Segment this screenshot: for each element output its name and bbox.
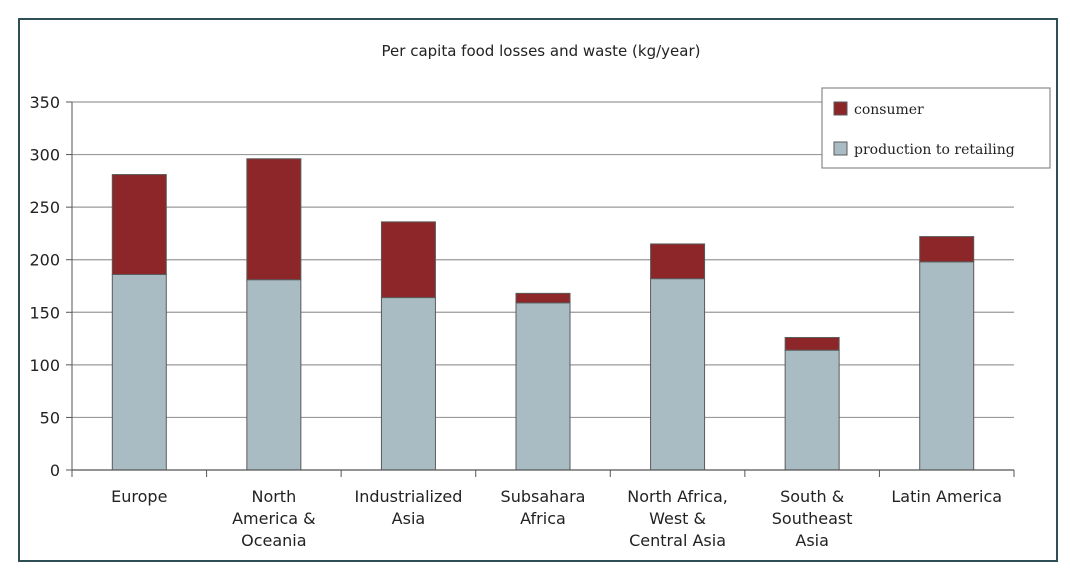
bar-segment-consumer	[246, 158, 302, 281]
chart-frame: Per capita food losses and waste (kg/yea…	[18, 18, 1058, 562]
x-category-label: South & Southeast Asia	[772, 487, 853, 550]
bar-segment-production-to-retailing	[650, 278, 706, 471]
y-tick-label: 150	[29, 303, 60, 322]
legend-box	[821, 87, 1051, 169]
x-category-label: Latin America	[891, 487, 1002, 506]
bar-segment-consumer	[380, 221, 436, 299]
y-tick-label: 100	[29, 356, 60, 375]
bar-segment-production-to-retailing	[919, 261, 975, 471]
x-axis: Europe North America & Oceania Industrialize…	[71, 469, 1015, 550]
y-tick-label: 200	[29, 251, 60, 270]
y-tick-label: 300	[29, 146, 60, 165]
bars	[111, 158, 975, 471]
bar-segment-production-to-retailing	[380, 297, 436, 471]
stacked-bar-chart: Per capita food losses and waste (kg/yea…	[29, 42, 1051, 550]
legend: consumer production to retailing	[821, 87, 1051, 169]
bar-segment-consumer	[919, 236, 975, 263]
legend-label: consumer	[854, 102, 924, 118]
legend-swatch	[833, 101, 848, 116]
y-tick-label: 350	[29, 93, 60, 112]
bar-segment-consumer	[111, 174, 167, 275]
x-category-label: North America & Oceania	[232, 487, 316, 550]
y-tick-label: 50	[40, 408, 60, 427]
bar-segment-consumer	[515, 292, 571, 304]
bar-segment-production-to-retailing	[246, 279, 302, 471]
y-tick-label: 0	[50, 461, 60, 480]
bar-segment-consumer	[784, 337, 840, 351]
legend-swatch	[833, 141, 848, 156]
y-axis-ticks: 0 50 100 150 200 250 300 350	[29, 93, 73, 480]
legend-label: production to retailing	[854, 142, 1015, 158]
x-category-label: Industrialized Asia	[354, 487, 462, 528]
bar-segment-production-to-retailing	[784, 349, 840, 471]
y-tick-label: 250	[29, 198, 60, 217]
x-category-label: Subsahara Africa	[501, 487, 586, 528]
chart-title: Per capita food losses and waste (kg/yea…	[382, 42, 701, 60]
bar-segment-consumer	[650, 243, 706, 280]
bar-segment-production-to-retailing	[515, 302, 571, 471]
bar-segment-production-to-retailing	[111, 273, 167, 471]
x-category-label: North Africa, West & Central Asia	[627, 487, 728, 550]
x-category-label: Europe	[111, 487, 167, 506]
